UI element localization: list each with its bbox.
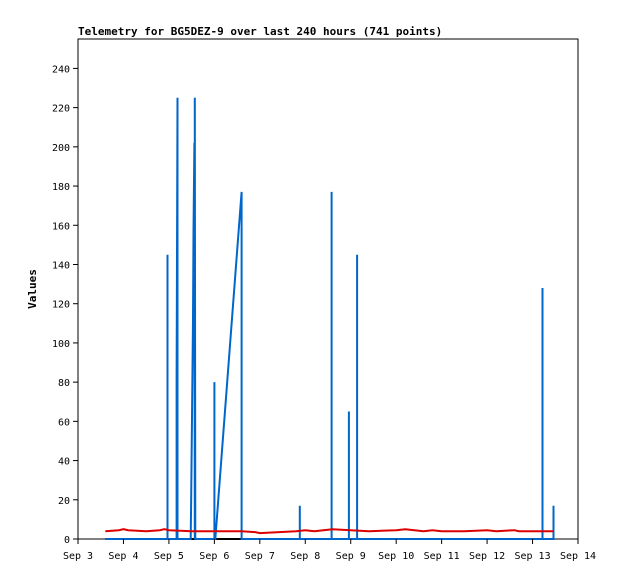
x-tick-label: Sep 8 [290,551,320,562]
x-tick-label: Sep 13 [514,551,550,562]
x-tick-label: Sep 9 [336,551,366,562]
x-tick-label: Sep 14 [560,551,596,562]
y-tick-label: 40 [58,457,70,468]
x-tick-label: Sep 12 [469,551,505,562]
x-tick-label: Sep 11 [424,551,460,562]
x-tick-label: Sep 7 [245,551,275,562]
series-2-line [105,528,554,535]
chart-title: Telemetry for BG5DEZ-9 over last 240 hou… [78,25,442,38]
y-tick-label: 80 [58,378,70,389]
x-tick-label: Sep 4 [108,551,138,562]
y-tick-label: 60 [58,417,70,428]
x-tick-label: Sep 5 [154,551,184,562]
series-1-line [105,97,555,540]
y-tick-label: 200 [52,143,70,154]
x-tick-label: Sep 10 [378,551,414,562]
data-layer [105,97,555,540]
y-tick-label: 160 [52,221,70,232]
plot-area [77,38,579,540]
y-tick-label: 20 [58,496,70,507]
y-tick-label: 0 [64,535,70,546]
y-tick-label: 100 [52,339,70,350]
x-tick-label: Sep 6 [199,551,229,562]
x-tick-label: Sep 3 [63,551,93,562]
axis-layer: 0 20 40 60 80 100 120 140 160 180 200 220 240 Sep 3 Se… [52,64,596,562]
y-tick-label: 140 [52,260,70,271]
y-tick-label: 120 [52,300,70,311]
y-tick-label: 220 [52,104,70,115]
y-tick-label: 180 [52,182,70,193]
y-tick-label: 240 [52,64,70,75]
y-axis-label: Values [26,269,39,309]
